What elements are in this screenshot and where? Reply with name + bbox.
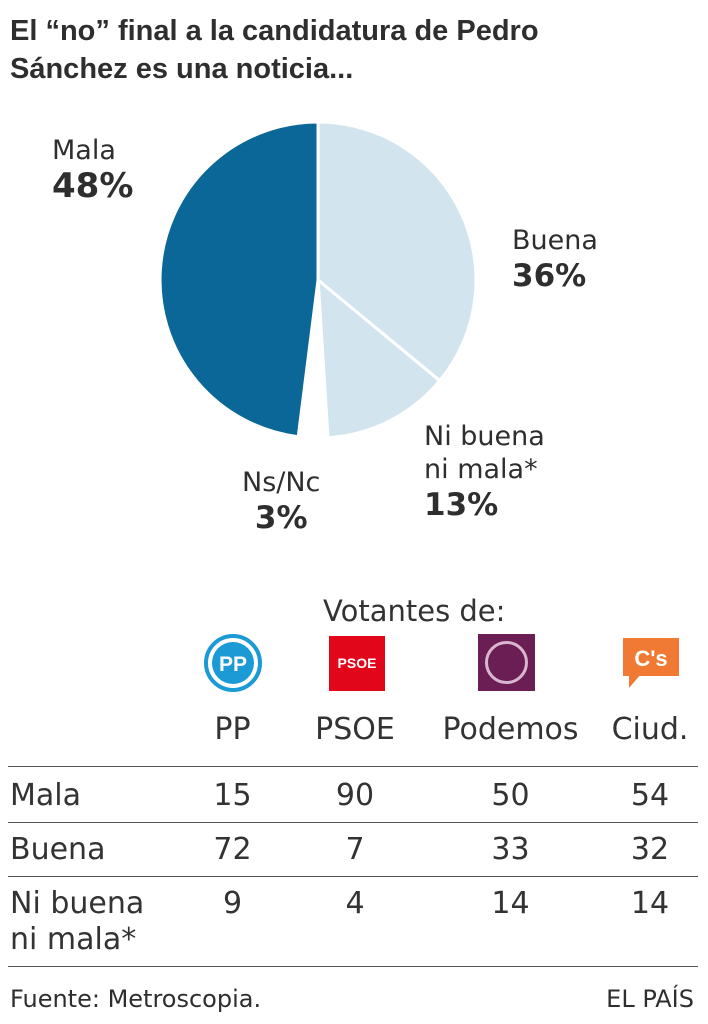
table-cell: 14 [630,886,670,921]
pie-label-buena-name: Buena [512,225,598,256]
pie-slice-mala [158,120,320,439]
pie-label-buena-value: 36% [512,258,587,294]
ciudadanos-logo: C's [621,636,681,692]
pie-label-ns-nc: Ns/Nc 3% [242,466,320,537]
pie-label-ni-name-2: ni mala* [424,454,538,485]
pie-label-mala-name: Mala [52,135,116,166]
row-label-mala: Mala [10,778,81,813]
table-cell: 15 [213,778,252,813]
table-cell: 32 [630,832,670,867]
table-cell: 7 [345,832,365,867]
pie-label-ni-name-1: Ni buena [424,421,545,452]
pie-label-buena: Buena 36% [512,224,598,295]
chart-title-line-1: El “no” final a la candidatura de Pedro [10,15,539,47]
table-cell: 50 [491,778,530,813]
podemos-logo [478,634,535,691]
pie-label-ni-value: 13% [424,487,499,523]
psoe-logo-text: PSOE [337,655,377,671]
psoe-logo: PSOE [329,636,385,691]
column-header-ciud: Ciud. [611,712,689,747]
pie-label-ns-name: Ns/Nc [242,467,321,498]
table-group-label: Votantes de: [323,594,506,628]
pie-slice-buena [316,120,478,383]
chart-title: El “no” final a la candidatura de Pedro … [10,12,700,88]
row-label-ni-line-1: Ni buena [10,886,145,921]
table-cell: 54 [630,778,670,813]
table-cell: 72 [213,832,252,867]
table-cell: 33 [491,832,530,867]
row-label-ni-line-2: ni mala* [10,922,137,957]
row-label-ni-buena-ni-mala: Ni buena ni mala* [10,886,144,958]
pie-chart [158,120,478,440]
pp-logo: PP [203,633,263,693]
table-cell: 14 [491,886,530,921]
table-cell: 9 [222,886,243,921]
table-divider [8,876,698,877]
brand-label: EL PAÍS [606,985,694,1013]
chart-title-line-2: Sánchez es una noticia... [10,53,354,85]
table-divider [8,766,698,767]
pie-label-ni-buena-ni-mala: Ni buena ni mala* 13% [424,420,545,524]
pie-label-mala-value: 48% [52,166,134,206]
column-header-podemos: Podemos [442,712,579,747]
pie-slice-ni-buena-ni-mala [316,276,442,440]
table-cell: 4 [345,886,365,921]
pie-label-ns-value: 3% [254,500,308,536]
row-label-buena: Buena [10,832,106,867]
pie-label-mala: Mala 48% [52,134,133,205]
source-note: Fuente: Metroscopia. [10,985,262,1013]
column-header-psoe: PSOE [315,712,395,747]
table-divider [8,822,698,823]
pp-logo-text: PP [219,653,247,676]
table-divider [8,966,698,967]
table-cell: 90 [335,778,375,813]
column-header-pp: PP [214,712,251,747]
ciudadanos-logo-text: C's [634,646,667,671]
